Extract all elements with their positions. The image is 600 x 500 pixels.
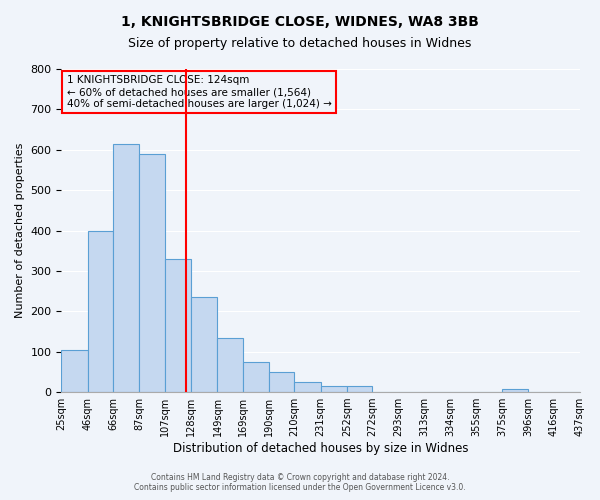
Bar: [164, 259, 191, 392]
Bar: [242, 362, 269, 392]
Bar: [294, 382, 321, 392]
Bar: [61, 350, 88, 392]
Text: 1, KNIGHTSBRIDGE CLOSE, WIDNES, WA8 3BB: 1, KNIGHTSBRIDGE CLOSE, WIDNES, WA8 3BB: [121, 15, 479, 29]
Text: 1 KNIGHTSBRIDGE CLOSE: 124sqm
← 60% of detached houses are smaller (1,564)
40% o: 1 KNIGHTSBRIDGE CLOSE: 124sqm ← 60% of d…: [67, 76, 331, 108]
Bar: [321, 386, 347, 392]
Bar: [88, 230, 113, 392]
Bar: [502, 389, 529, 392]
Bar: [113, 144, 139, 392]
Text: Size of property relative to detached houses in Widnes: Size of property relative to detached ho…: [128, 38, 472, 51]
Bar: [191, 297, 217, 392]
X-axis label: Distribution of detached houses by size in Widnes: Distribution of detached houses by size …: [173, 442, 469, 455]
Bar: [139, 154, 164, 392]
Y-axis label: Number of detached properties: Number of detached properties: [15, 143, 25, 318]
Text: Contains HM Land Registry data © Crown copyright and database right 2024.
Contai: Contains HM Land Registry data © Crown c…: [134, 473, 466, 492]
Bar: [347, 386, 373, 392]
Bar: [269, 372, 294, 392]
Bar: [217, 338, 242, 392]
